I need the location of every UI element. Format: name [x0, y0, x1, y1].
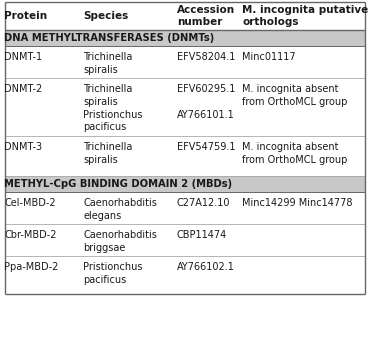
Text: Caenorhabditis
briggsae: Caenorhabditis briggsae: [83, 230, 157, 253]
Text: Cbr-MBD-2: Cbr-MBD-2: [4, 230, 57, 240]
Text: Cel-MBD-2: Cel-MBD-2: [4, 198, 56, 208]
Text: METHYL-CpG BINDING DOMAIN 2 (MBDs): METHYL-CpG BINDING DOMAIN 2 (MBDs): [4, 179, 233, 189]
Bar: [5, 30, 365, 46]
Bar: [5, 224, 365, 256]
Text: Protein: Protein: [4, 11, 48, 21]
Text: M. incognita absent
from OrthoMCL group: M. incognita absent from OrthoMCL group: [242, 142, 348, 165]
Text: DNMT-2: DNMT-2: [4, 84, 43, 94]
Text: M. incognita putative
orthologs: M. incognita putative orthologs: [242, 5, 369, 27]
Text: Trichinella
spiralis
Pristionchus
pacificus: Trichinella spiralis Pristionchus pacifi…: [83, 84, 143, 133]
Bar: [5, 78, 365, 136]
Text: M. incognita absent
from OrthoMCL group: M. incognita absent from OrthoMCL group: [242, 84, 348, 107]
Text: EFV54759.1: EFV54759.1: [177, 142, 235, 152]
Text: Ppa-MBD-2: Ppa-MBD-2: [4, 262, 59, 272]
Bar: [5, 2, 365, 30]
Text: Minc14299 Minc14778: Minc14299 Minc14778: [242, 198, 353, 208]
Text: Trichinella
spiralis: Trichinella spiralis: [83, 52, 132, 75]
Bar: [5, 136, 365, 176]
Text: C27A12.10: C27A12.10: [177, 198, 231, 208]
Text: Caenorhabditis
elegans: Caenorhabditis elegans: [83, 198, 157, 221]
Text: AY766102.1: AY766102.1: [177, 262, 235, 272]
Text: DNMT-3: DNMT-3: [4, 142, 43, 152]
Text: Accession
number: Accession number: [177, 5, 235, 27]
Bar: [5, 46, 365, 78]
Text: DNMT-1: DNMT-1: [4, 52, 43, 62]
Text: DNA METHYLTRANSFERASES (DNMTs): DNA METHYLTRANSFERASES (DNMTs): [4, 33, 215, 43]
Text: EFV60295.1

AY766101.1: EFV60295.1 AY766101.1: [177, 84, 235, 120]
Bar: [5, 192, 365, 224]
Text: CBP11474: CBP11474: [177, 230, 227, 240]
Text: EFV58204.1: EFV58204.1: [177, 52, 235, 62]
Text: Minc01117: Minc01117: [242, 52, 296, 62]
Bar: [5, 256, 365, 294]
Text: Species: Species: [83, 11, 128, 21]
Bar: [5, 176, 365, 192]
Text: Pristionchus
pacificus: Pristionchus pacificus: [83, 262, 143, 285]
Text: Trichinella
spiralis: Trichinella spiralis: [83, 142, 132, 165]
